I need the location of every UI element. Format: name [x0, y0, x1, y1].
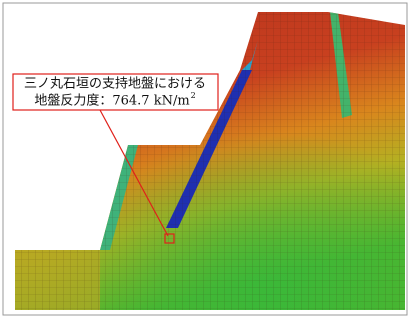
callout-line: 地盤反力度：764.7 kN/m — [34, 93, 189, 109]
callout-superscript: 2 — [191, 91, 196, 100]
page: 三ノ丸石垣の支持地盤における 地盤反力度：764.7 kN/m 2 (() =>… — [0, 0, 411, 320]
callout-line: 三ノ丸石垣の支持地盤における — [24, 77, 206, 92]
fem-result-view: 三ノ丸石垣の支持地盤における 地盤反力度：764.7 kN/m 2 — [0, 0, 411, 320]
